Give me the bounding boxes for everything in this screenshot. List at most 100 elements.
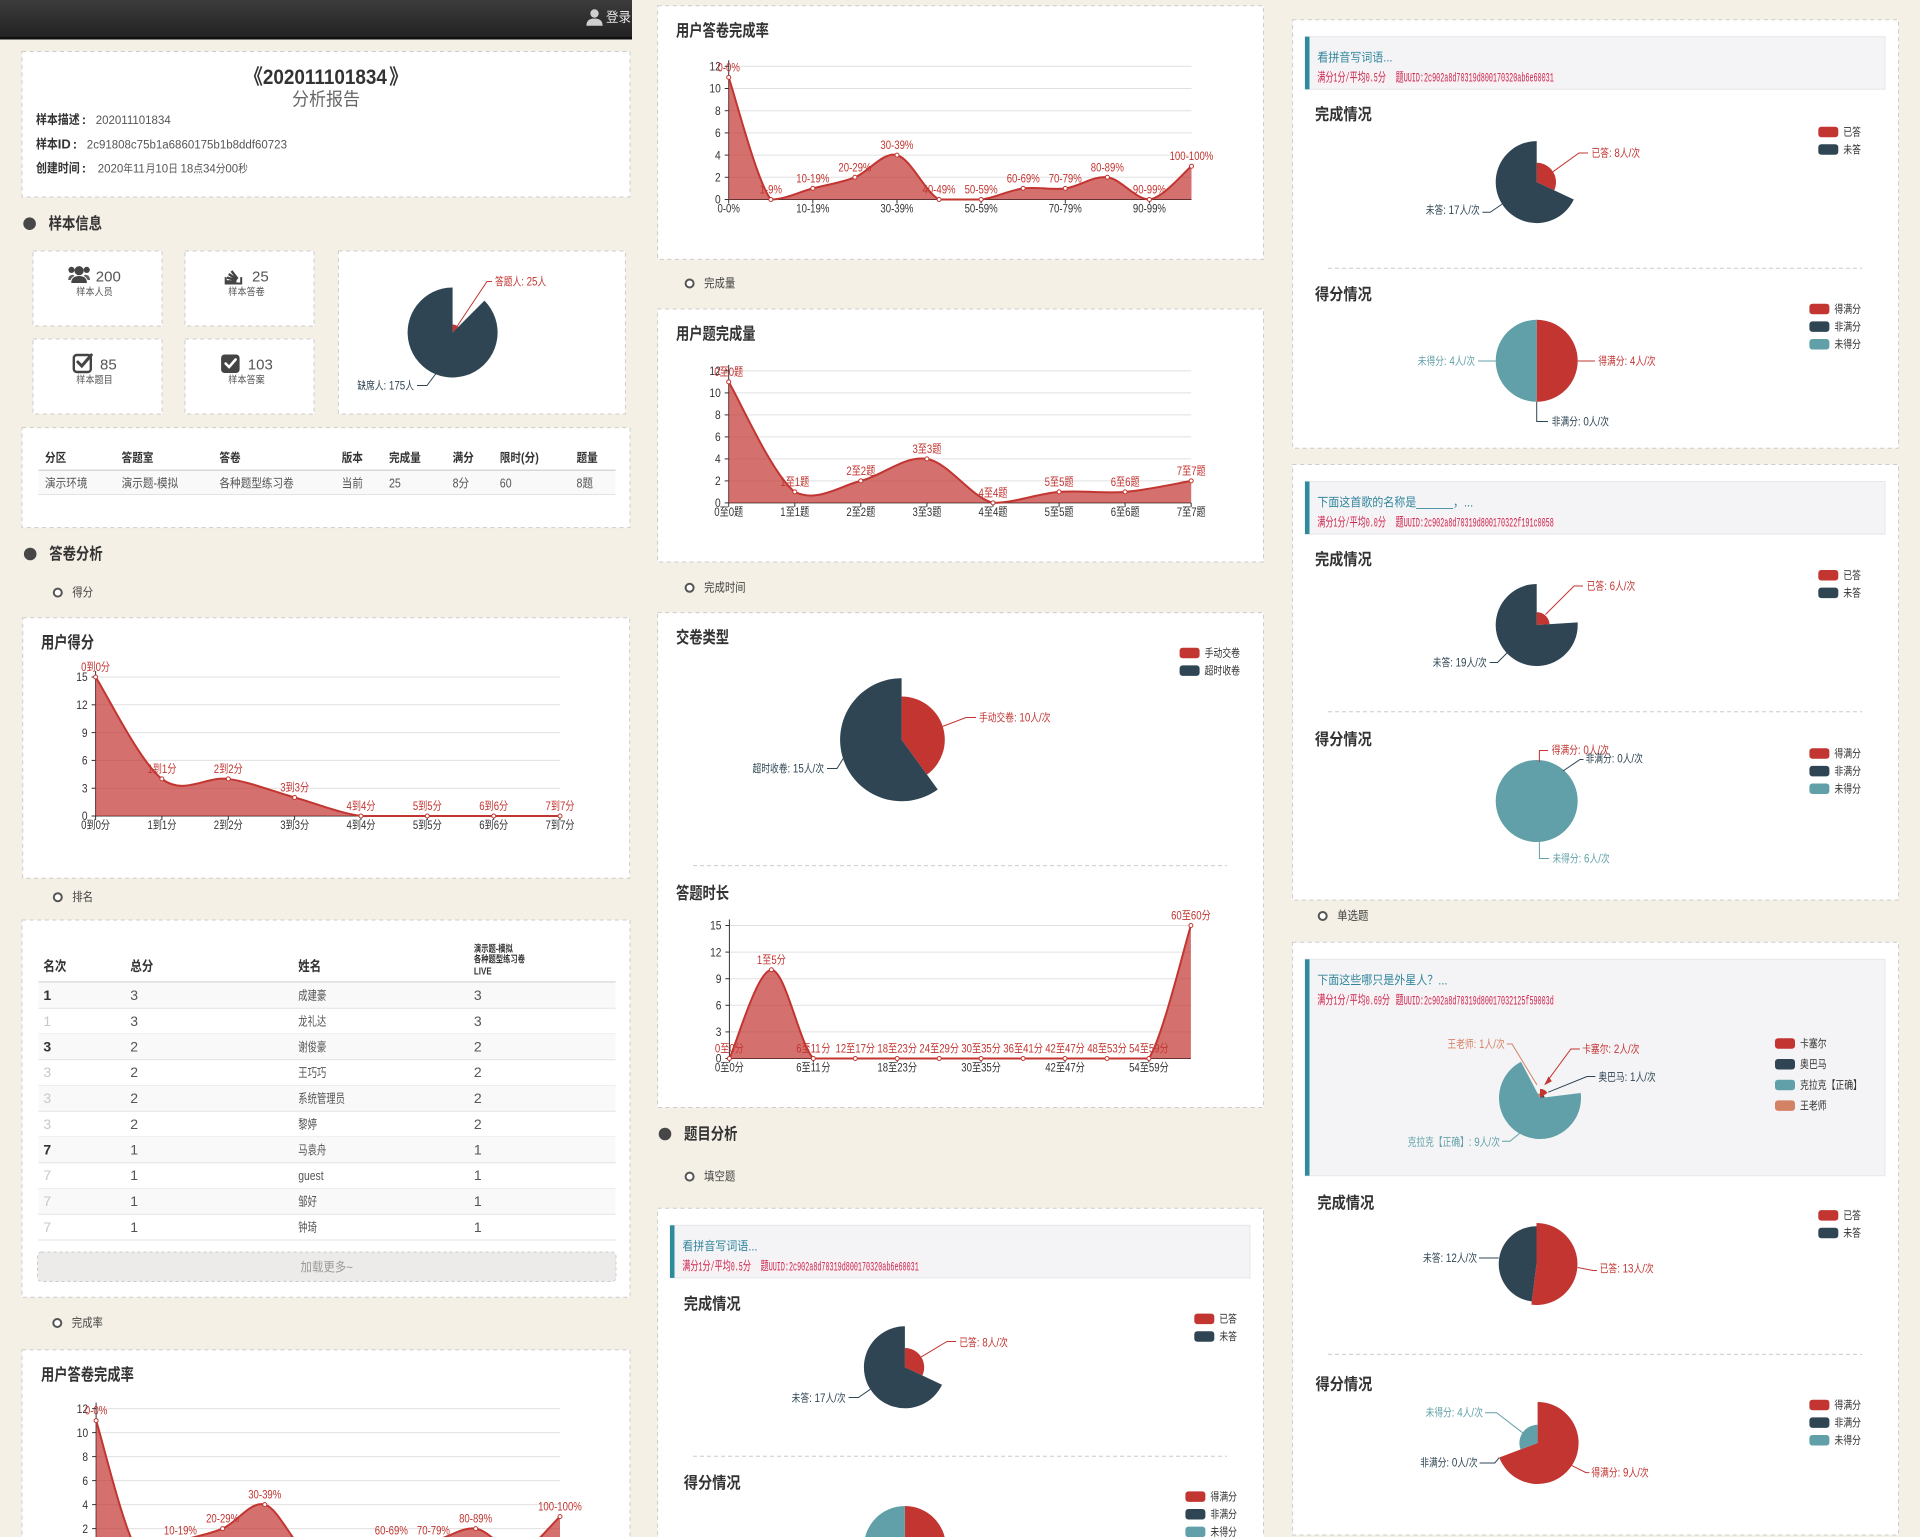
svg-text:0-0%: 0-0% <box>718 203 741 216</box>
svg-text:: 8: : 8 <box>1609 147 1620 160</box>
svg-text:5: 5 <box>1045 506 1050 519</box>
svg-text:4: 4 <box>993 506 998 519</box>
svg-text:-: - <box>496 943 499 954</box>
svg-text:: 4: : 4 <box>1452 1407 1463 1420</box>
svg-text:3: 3 <box>295 782 300 795</box>
svg-text:3: 3 <box>280 782 285 795</box>
svg-text:53: 53 <box>1107 1043 1118 1056</box>
svg-text:/: / <box>813 763 816 776</box>
svg-text:1: 1 <box>698 1260 702 1275</box>
svg-text:3: 3 <box>927 443 932 456</box>
svg-text:9: 9 <box>82 727 88 740</box>
svg-text:25: 25 <box>252 269 269 286</box>
svg-text:1: 1 <box>780 506 785 519</box>
svg-text:2: 2 <box>846 465 851 478</box>
svg-text:90-99%: 90-99% <box>1133 184 1166 197</box>
svg-text:4: 4 <box>347 800 352 813</box>
svg-text:6: 6 <box>715 127 721 140</box>
svg-text:6: 6 <box>1125 506 1130 519</box>
svg-text:34: 34 <box>203 164 216 176</box>
svg-text:7: 7 <box>560 819 565 832</box>
svg-text:2c91808c75b1a6860175b1b8ddf607: 2c91808c75b1a6860175b1b8ddf60723 <box>87 140 287 152</box>
svg-text:4: 4 <box>993 487 998 500</box>
svg-text:18: 18 <box>877 1062 888 1075</box>
svg-text:5: 5 <box>413 800 418 813</box>
svg-text:11: 11 <box>133 164 145 176</box>
svg-text:6: 6 <box>1111 476 1116 489</box>
svg-text:0: 0 <box>96 819 101 832</box>
svg-text:1: 1 <box>474 1142 482 1158</box>
svg-text:/: / <box>834 1392 837 1405</box>
svg-text:: 0: : 0 <box>1446 1457 1457 1470</box>
svg-text:/: / <box>996 1337 999 1350</box>
svg-text:60-69%: 60-69% <box>1007 172 1040 185</box>
svg-text:6: 6 <box>479 800 484 813</box>
svg-text:: 17: : 17 <box>809 1392 825 1405</box>
svg-text:3: 3 <box>295 819 300 832</box>
svg-text:23: 23 <box>897 1043 908 1056</box>
svg-text:30-39%: 30-39% <box>880 203 913 216</box>
svg-text:1: 1 <box>780 476 785 489</box>
svg-text:0: 0 <box>715 1062 720 1075</box>
svg-text:10: 10 <box>77 1427 88 1440</box>
svg-text:12: 12 <box>709 365 720 378</box>
svg-text:0: 0 <box>715 497 721 510</box>
svg-text:UUID:2c902a8d70319d800170320ab: UUID:2c902a8d70319d800170320ab6e60031 <box>1404 72 1554 87</box>
svg-text:8: 8 <box>453 477 459 491</box>
svg-text:UUID:2c902a8d70319d800170320ab: UUID:2c902a8d70319d800170320ab6e60031 <box>769 1260 919 1275</box>
svg-text:0: 0 <box>729 1043 734 1056</box>
svg-text:2: 2 <box>228 763 233 776</box>
svg-text:41: 41 <box>1023 1043 1034 1056</box>
svg-text:4: 4 <box>82 1499 88 1512</box>
svg-text:59: 59 <box>1149 1062 1160 1075</box>
svg-text:10-19%: 10-19% <box>164 1525 197 1537</box>
svg-text:1: 1 <box>474 1219 482 1235</box>
svg-text:42: 42 <box>1045 1062 1056 1075</box>
svg-text:3: 3 <box>927 506 932 519</box>
svg-text:0: 0 <box>715 1043 720 1056</box>
svg-text:70-79%: 70-79% <box>417 1525 450 1537</box>
svg-text:/: / <box>711 1260 715 1275</box>
svg-text:/: / <box>1598 744 1601 757</box>
svg-text:UUID:2c902a8d70319d80017032125: UUID:2c902a8d70319d80017032125f59003d <box>1404 994 1554 1009</box>
svg-text:/: / <box>1346 994 1350 1009</box>
svg-text:5: 5 <box>1045 476 1050 489</box>
svg-text:10: 10 <box>155 164 168 176</box>
svg-text:24: 24 <box>919 1043 930 1056</box>
svg-text:______: ______ <box>1415 496 1453 510</box>
svg-text:2: 2 <box>474 1064 482 1080</box>
svg-text:guest: guest <box>298 1169 324 1183</box>
svg-text:0: 0 <box>715 194 721 207</box>
svg-text:4: 4 <box>979 487 984 500</box>
svg-text:0: 0 <box>81 819 86 832</box>
svg-text:: 1: : 1 <box>1474 1038 1485 1051</box>
svg-text:~: ~ <box>346 1260 353 1275</box>
svg-text:): ) <box>535 451 539 465</box>
svg-text:50-59%: 50-59% <box>965 203 998 216</box>
svg-text:0-0%: 0-0% <box>85 1405 108 1418</box>
svg-text:100-100%: 100-100% <box>1170 150 1214 163</box>
svg-text:11: 11 <box>811 1062 821 1075</box>
svg-text:2: 2 <box>474 1116 482 1132</box>
svg-text:85: 85 <box>100 357 117 374</box>
svg-text::: : <box>73 137 77 152</box>
svg-text:11: 11 <box>811 1043 821 1056</box>
svg-text:0.0: 0.0 <box>1366 516 1378 531</box>
svg-text:2: 2 <box>130 1116 138 1132</box>
svg-text:12: 12 <box>710 947 721 960</box>
svg-text:6: 6 <box>716 1000 722 1013</box>
svg-text:/: / <box>1464 355 1467 368</box>
svg-text:3: 3 <box>913 443 918 456</box>
svg-text:25: 25 <box>389 477 401 491</box>
svg-text:: 17: : 17 <box>1443 204 1459 217</box>
svg-text:1: 1 <box>43 987 51 1003</box>
svg-text:0: 0 <box>714 506 719 519</box>
svg-text:2: 2 <box>214 763 219 776</box>
svg-text:1: 1 <box>130 1193 138 1209</box>
svg-text:LIVE: LIVE <box>474 966 492 977</box>
svg-text:1: 1 <box>474 1167 482 1183</box>
svg-text:12: 12 <box>709 61 720 74</box>
svg-text:47: 47 <box>1065 1043 1076 1056</box>
svg-text:: 4: : 4 <box>1625 355 1636 368</box>
svg-text:: 0: : 0 <box>1578 416 1589 429</box>
